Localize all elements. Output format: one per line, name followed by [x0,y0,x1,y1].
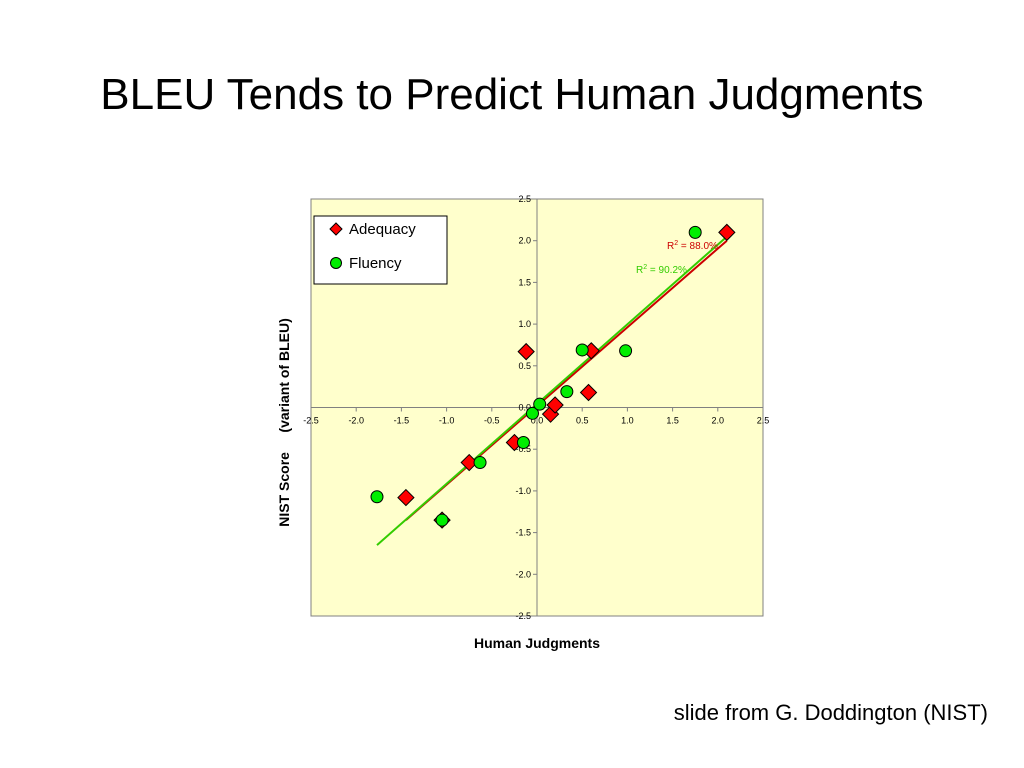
legend-marker-fluency [330,257,342,269]
y-tick-label: -1.0 [515,486,531,496]
legend-label-adequacy: Adequacy [349,221,416,238]
x-tick-label: 2.0 [712,416,725,426]
point-fluency [575,343,589,357]
x-tick-label: -0.5 [484,416,500,426]
slide-title: BLEU Tends to Predict Human Judgments [100,70,924,119]
y-axis-title: NIST Score (variant of BLEU) [276,318,292,526]
point-fluency [619,344,633,358]
y-tick-label: 2.5 [518,194,531,204]
y-tick-label: 1.5 [518,277,531,287]
legend-label-fluency: Fluency [349,255,402,272]
r2-annotation-adequacy: R2 = 88.0% [667,240,718,252]
legend-marker-adequacy [329,222,343,236]
y-tick-label: 0.5 [518,361,531,371]
y-tick-label: -2.0 [515,569,531,579]
point-adequacy [579,383,598,402]
x-tick-label: 2.5 [757,416,770,426]
point-adequacy [718,223,736,242]
point-fluency [435,513,449,527]
point-fluency [516,436,530,450]
point-fluency [525,406,539,420]
point-fluency [370,490,384,504]
x-axis-title: Human Judgments [474,635,600,651]
y-tick-label: 1.0 [518,319,531,329]
point-adequacy [546,396,564,414]
point-fluency [560,385,574,399]
point-fluency [473,456,487,470]
slide-credit: slide from G. Doddington (NIST) [673,700,988,725]
x-tick-label: -1.5 [394,416,410,426]
y-tick-label: 2.0 [518,236,531,246]
y-tick-label: -2.5 [515,611,531,621]
point-adequacy [517,342,535,361]
r2-annotation-fluency: R2 = 90.2% [636,264,687,276]
y-tick-label: -1.5 [515,528,531,538]
x-tick-label: 1.5 [666,416,679,426]
x-tick-label: -2.0 [348,416,364,426]
x-tick-label: 0.5 [576,416,589,426]
x-tick-label: 1.0 [621,416,634,426]
x-tick-label: 0.0 [531,416,544,426]
point-fluency [533,397,547,411]
point-adequacy [397,488,415,507]
x-tick-label: -2.5 [303,416,319,426]
y-tick-label: 0.0 [518,403,531,413]
x-tick-label: -1.0 [439,416,455,426]
y-tick-label: -0.5 [515,444,531,454]
point-fluency [688,225,702,239]
trendline-fluency [376,237,726,546]
